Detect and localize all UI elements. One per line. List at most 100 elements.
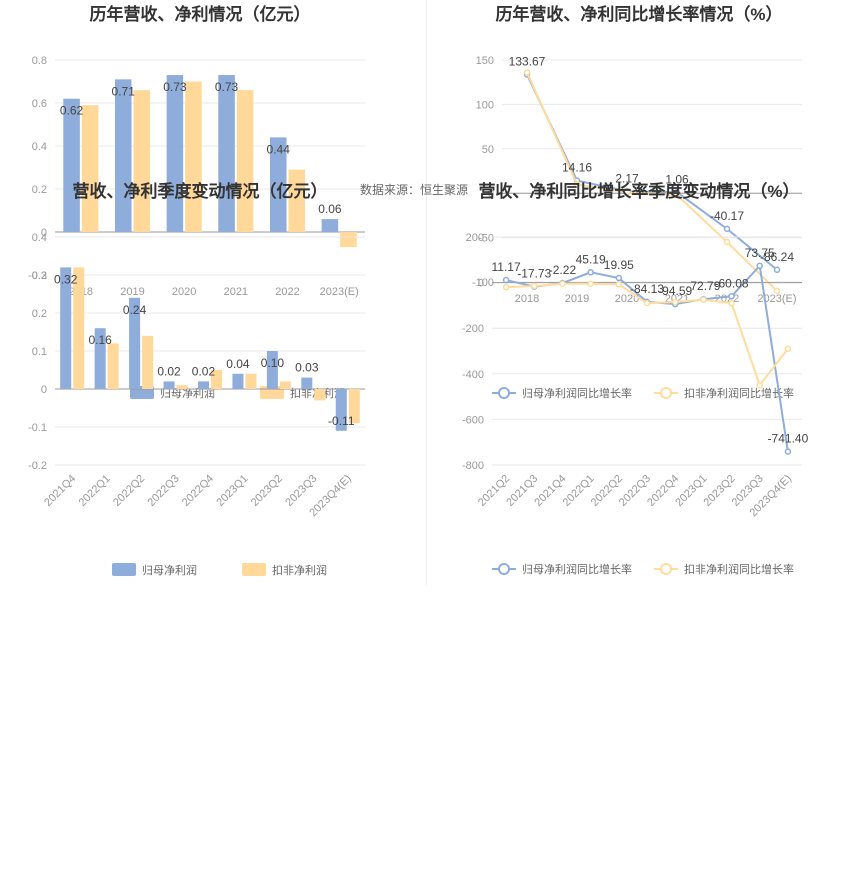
lines	[502, 262, 792, 455]
y-grid	[55, 236, 365, 466]
data-label: -741.40	[768, 432, 809, 446]
bar-deducted-net-profit	[236, 90, 254, 232]
bar-deducted-net-profit	[211, 370, 223, 389]
data-label: -2.22	[549, 263, 577, 277]
x-tick-label: 2021Q4	[42, 473, 78, 509]
line-point	[502, 276, 510, 284]
chart-title: 历年营收、净利情况（亿元）	[90, 4, 311, 24]
y-tick-label: 0	[478, 278, 484, 290]
line-point	[784, 345, 792, 352]
line-point	[531, 282, 538, 290]
legend-label: 归母净利润同比增长率	[522, 562, 632, 576]
line-point	[728, 299, 735, 307]
data-label: 0.62	[60, 104, 84, 118]
y-tick-label: -800	[462, 460, 484, 472]
bar-deducted-net-profit	[133, 90, 151, 232]
x-tick-label: 2019	[120, 286, 144, 298]
legend-label: 归母净利润同比增长率	[522, 386, 632, 400]
x-tick-label: 2023(E)	[757, 293, 796, 305]
y-tick-labels: 200 0 -200 -400 -600 -800	[462, 232, 484, 472]
data-label: 0.73	[215, 80, 239, 94]
line-point	[587, 269, 594, 276]
bar-parent-net-profit	[321, 219, 339, 232]
y-tick-label: 0.4	[32, 232, 47, 244]
bar-deducted-net-profit	[245, 373, 257, 389]
y-tick-label: -200	[462, 323, 484, 335]
bars	[63, 75, 357, 248]
data-label: 0.32	[54, 272, 78, 286]
data-label: -72.79	[686, 279, 720, 293]
y-tick-label: 0.2	[32, 184, 47, 196]
legend-marker	[498, 387, 510, 399]
y-tick-label: 0.8	[32, 55, 47, 67]
legend-label: 扣非净利润	[272, 563, 327, 577]
legend[interactable]: 归母净利润 扣非净利润	[112, 563, 327, 577]
line-point	[623, 189, 631, 196]
x-tick-label: 2021	[224, 286, 248, 298]
data-label: 0.16	[88, 333, 112, 347]
data-label: 1.06	[665, 172, 689, 186]
y-tick-label: 0.6	[32, 98, 47, 110]
y-tick-label: -400	[462, 369, 484, 381]
x-tick-label: 2022	[275, 286, 299, 298]
legend-swatch	[242, 563, 266, 576]
data-label: 0.73	[163, 80, 187, 94]
line-point	[559, 280, 566, 287]
x-tick-label: 2022Q4	[180, 473, 216, 509]
y-tick-labels: 0.4 0.3 0.2 0.1 0 -0.1 -0.2	[28, 232, 47, 472]
legend[interactable]: 归母净利润同比增长率 扣非净利润同比增长率	[492, 386, 794, 400]
line-point	[728, 293, 735, 300]
bar-parent-net-profit	[301, 377, 313, 389]
bar-parent-net-profit	[232, 373, 244, 389]
source-note: 数据来源：恒生聚源	[360, 182, 468, 197]
line-point	[615, 281, 623, 288]
data-label: -94.59	[658, 284, 692, 298]
y-tick-label: -0.2	[28, 270, 47, 282]
bar-parent-net-profit	[197, 381, 209, 389]
x-tick-label: 2023(E)	[320, 286, 359, 298]
x-tick-label: 2022Q1	[77, 473, 113, 509]
bar-deducted-net-profit	[73, 267, 85, 389]
x-tick-label: 2020	[615, 293, 639, 305]
bar-deducted-net-profit	[81, 105, 99, 232]
bar-deducted-net-profit	[176, 385, 188, 389]
series-line-parent-growth	[526, 74, 778, 271]
y-tick-label: 0	[488, 188, 494, 200]
data-label: 45.19	[576, 252, 606, 266]
x-tick-labels: 2021Q22021Q32021Q42022Q12022Q22022Q32022…	[476, 473, 794, 520]
data-label: -40.17	[710, 209, 744, 223]
data-label: 0.10	[261, 356, 285, 370]
y-tick-label: 0	[41, 384, 47, 396]
line-point	[723, 225, 731, 233]
line-point	[502, 283, 510, 291]
y-tick-label: -100	[472, 277, 494, 289]
data-label: 0.02	[157, 364, 181, 378]
line-point	[523, 69, 531, 76]
line-point	[723, 238, 731, 246]
legend-marker	[660, 387, 672, 399]
data-labels: 0.62 0.71 0.73 0.73 0.44 0.06	[60, 80, 342, 216]
chart-title: 历年营收、净利同比增长率情况（%）	[495, 4, 782, 24]
data-labels: 11.17-17.73-2.2245.1919.95-84.13-94.59-7…	[492, 246, 809, 446]
x-tick-label: 2023Q1	[214, 473, 250, 509]
y-tick-label: 0.1	[32, 346, 47, 358]
x-tick-label: 2018	[515, 293, 539, 305]
y-tick-label: -50	[478, 233, 494, 245]
data-labels: 0.32 0.16 0.24 0.02 0.02 0.04 0.10 0.03 -0.11	[54, 272, 355, 427]
legend-marker	[660, 563, 672, 575]
bar-parent-net-profit	[60, 267, 72, 389]
legend-marker	[498, 563, 510, 575]
line-point	[671, 298, 679, 306]
lines	[523, 69, 781, 295]
y-tick-label: 0.4	[32, 141, 47, 153]
line-point	[573, 181, 581, 188]
bar-parent-net-profit	[163, 381, 175, 389]
y-tick-label: 0.3	[32, 270, 47, 282]
y-tick-label: 0.2	[32, 308, 47, 320]
legend[interactable]: 归母净利润同比增长率 扣非净利润同比增长率	[492, 562, 794, 576]
bar-deducted-net-profit	[142, 335, 154, 389]
chart-title: 营收、净利同比增长率季度变动情况（%）	[478, 181, 799, 201]
data-label: -86.24	[760, 250, 794, 264]
data-label: -0.11	[328, 414, 355, 428]
